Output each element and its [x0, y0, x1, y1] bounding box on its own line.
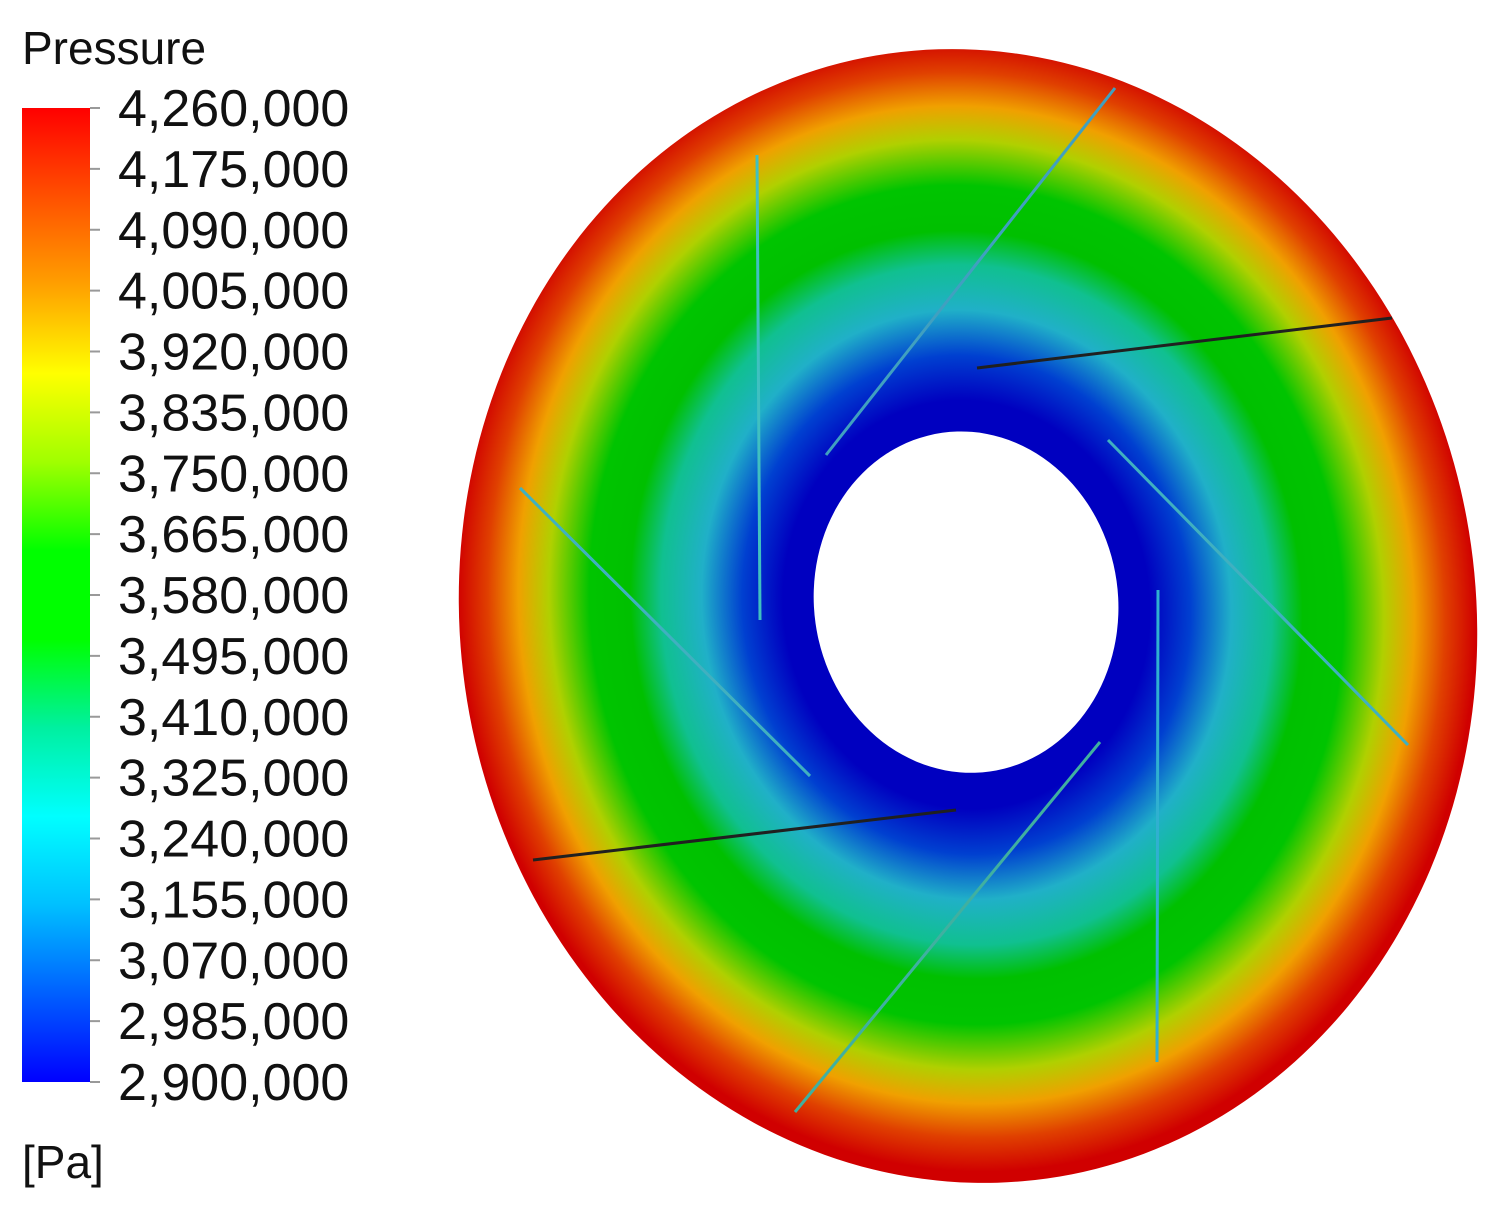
colorbar-tick-label: 3,580,000 [118, 567, 349, 625]
colorbar-tick-label: 2,985,000 [118, 993, 349, 1051]
colorbar-tick-label: 3,410,000 [118, 689, 349, 747]
colorbar-tick-label: 3,920,000 [118, 324, 349, 382]
blade [755, 154, 762, 621]
colorbar-tick-label: 3,665,000 [118, 506, 349, 564]
blade [824, 87, 1117, 456]
colorbar-tick-label: 4,090,000 [118, 202, 349, 260]
blade [1106, 438, 1410, 747]
blade [1155, 589, 1160, 1063]
colorbar-tick-label: 3,495,000 [118, 628, 349, 686]
colorbar-tick-label: 4,005,000 [118, 263, 349, 321]
colorbar-tick-label: 3,750,000 [118, 445, 349, 503]
colorbar-tick-label: 2,900,000 [118, 1054, 349, 1112]
colorbar-tick-label: 3,325,000 [118, 750, 349, 808]
legend-title: Pressure [22, 22, 206, 74]
blade [976, 316, 1393, 370]
blades [518, 87, 1410, 1113]
colorbar: 4,260,0004,175,0004,090,0004,005,0003,92… [22, 80, 349, 1112]
legend-unit: [Pa] [22, 1136, 104, 1188]
colorbar-tick-label: 4,260,000 [118, 80, 349, 138]
hub-hole [813, 431, 1119, 773]
colorbar-tick-label: 3,155,000 [118, 871, 349, 929]
colorbar-tick-label: 4,175,000 [118, 141, 349, 199]
blade [532, 808, 957, 862]
colorbar-tick-label: 3,835,000 [118, 384, 349, 442]
colorbar-tick-label: 3,240,000 [118, 811, 349, 869]
colorbar-fill [22, 108, 90, 1082]
contour-plot [458, 49, 1478, 1183]
colorbar-tick-label: 3,070,000 [118, 932, 349, 990]
blade [518, 486, 812, 778]
blade [793, 741, 1102, 1113]
